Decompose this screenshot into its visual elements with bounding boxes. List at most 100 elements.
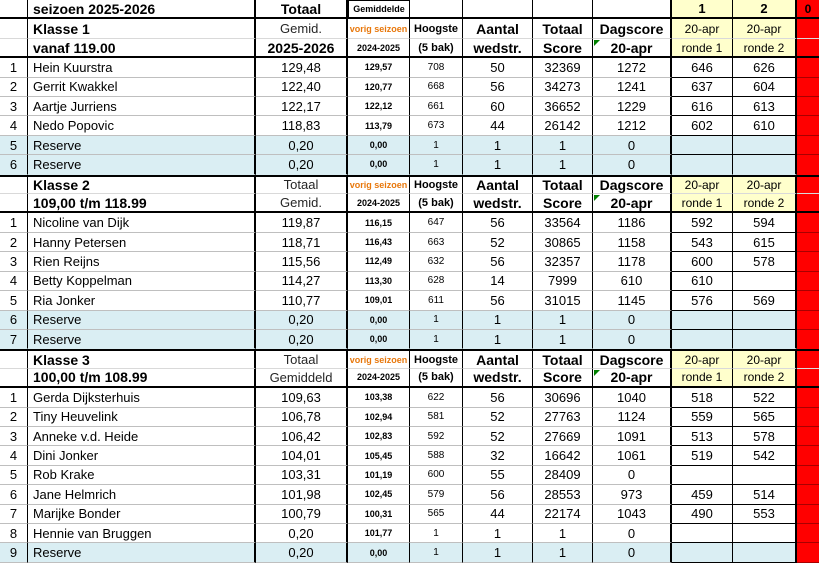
round1-score-cell[interactable]: 559 [672, 407, 733, 427]
player-name-cell[interactable]: Aartje Jurriens [28, 97, 256, 117]
empty-cell[interactable] [463, 0, 533, 20]
round2-score-cell[interactable]: 565 [733, 407, 797, 427]
total-score-cell[interactable]: 34273 [533, 77, 593, 98]
flag-cell[interactable] [797, 368, 819, 389]
round2-score-cell[interactable]: 604 [733, 77, 797, 98]
prev-season-avg-cell[interactable]: 116,15 [348, 213, 410, 233]
day-score-cell[interactable]: 0 [593, 155, 672, 175]
row-number-cell[interactable]: 5 [0, 465, 28, 486]
prev-season-avg-cell[interactable]: 102,83 [348, 426, 410, 447]
prev-season-avg-cell[interactable]: 109,01 [348, 291, 410, 311]
flag-cell[interactable] [797, 194, 819, 214]
prev-season-avg-cell[interactable]: 105,45 [348, 446, 410, 466]
round2-score-cell[interactable] [733, 155, 797, 175]
round1-score-cell[interactable]: 459 [672, 485, 733, 505]
total-score-cell[interactable]: 1 [533, 523, 593, 544]
round1-score-cell[interactable] [672, 543, 733, 563]
games-cell[interactable]: 32 [463, 446, 533, 466]
average-cell[interactable]: 122,17 [256, 97, 348, 117]
dagscore-date-cell[interactable]: 20-apr [593, 194, 672, 214]
total-score-cell[interactable]: 16642 [533, 446, 593, 466]
player-name-cell[interactable]: Gerrit Kwakkel [28, 77, 256, 98]
highest-cell[interactable]: 663 [410, 232, 463, 253]
round2-number-cell[interactable]: 2 [733, 0, 797, 20]
hoogste-header-cell[interactable]: Hoogste [410, 19, 463, 39]
round1-date-cell[interactable]: 20-apr [672, 174, 733, 195]
flag-cell[interactable] [797, 135, 819, 156]
row-number-cell[interactable]: 7 [0, 504, 28, 524]
average-cell[interactable]: 122,40 [256, 77, 348, 98]
round1-score-cell[interactable] [672, 155, 733, 175]
bak-header-cell[interactable]: (5 bak) [410, 368, 463, 389]
games-cell[interactable]: 1 [463, 329, 533, 350]
player-name-cell[interactable]: Rien Reijns [28, 252, 256, 272]
bak-header-cell[interactable]: (5 bak) [410, 38, 463, 59]
row-number-cell[interactable]: 2 [0, 407, 28, 427]
flag-cell[interactable] [797, 310, 819, 330]
round2-score-cell[interactable]: 514 [733, 485, 797, 505]
class-range-cell[interactable]: 109,00 t/m 118.99 [28, 194, 256, 214]
row-number-cell[interactable]: 1 [0, 213, 28, 233]
prev-season-avg-cell[interactable]: 102,45 [348, 485, 410, 505]
day-score-cell[interactable]: 0 [593, 543, 672, 563]
empty-cell[interactable] [410, 0, 463, 20]
total-score-cell[interactable]: 27669 [533, 426, 593, 447]
round1-score-cell[interactable] [672, 310, 733, 330]
day-score-cell[interactable]: 1178 [593, 252, 672, 272]
player-name-cell[interactable]: Hennie van Bruggen [28, 523, 256, 544]
prev-season-header-cell[interactable]: 2024-2025 [348, 194, 410, 214]
prev-season-header-cell[interactable]: 2024-2025 [348, 368, 410, 389]
avg-label-cell[interactable]: Gemid. [256, 19, 348, 39]
gemiddelde-title-cell[interactable]: Gemiddelde [348, 0, 410, 20]
player-name-cell[interactable]: Tiny Heuvelink [28, 407, 256, 427]
row-number-cell[interactable]: 6 [0, 485, 28, 505]
flag-cell[interactable] [797, 19, 819, 39]
flag-cell[interactable] [797, 329, 819, 350]
day-score-cell[interactable]: 1043 [593, 504, 672, 524]
round2-date-cell[interactable]: 20-apr [733, 174, 797, 195]
player-name-cell[interactable]: Gerda Dijksterhuis [28, 388, 256, 408]
aantal-header-cell[interactable]: Aantal [463, 19, 533, 39]
highest-cell[interactable]: 1 [410, 135, 463, 156]
empty-cell[interactable] [0, 38, 28, 59]
round2-score-cell[interactable] [733, 465, 797, 486]
day-score-cell[interactable]: 0 [593, 465, 672, 486]
player-name-cell[interactable]: Dini Jonker [28, 446, 256, 466]
ronde2-header-cell[interactable]: ronde 2 [733, 194, 797, 214]
round2-score-cell[interactable] [733, 271, 797, 292]
round1-score-cell[interactable]: 646 [672, 58, 733, 78]
highest-cell[interactable]: 628 [410, 271, 463, 292]
day-score-cell[interactable]: 1241 [593, 77, 672, 98]
flag-cell[interactable] [797, 426, 819, 447]
flag-cell[interactable] [797, 388, 819, 408]
round2-score-cell[interactable]: 613 [733, 97, 797, 117]
round2-score-cell[interactable]: 626 [733, 58, 797, 78]
games-cell[interactable]: 56 [463, 213, 533, 233]
games-cell[interactable]: 50 [463, 58, 533, 78]
empty-cell[interactable] [593, 0, 672, 20]
average-cell[interactable]: 101,98 [256, 485, 348, 505]
round1-score-cell[interactable]: 637 [672, 77, 733, 98]
day-score-cell[interactable]: 1040 [593, 388, 672, 408]
total-score-cell[interactable]: 36652 [533, 97, 593, 117]
flag-cell[interactable] [797, 291, 819, 311]
class-range-cell[interactable]: vanaf 119.00 [28, 38, 256, 59]
player-name-cell[interactable]: Marijke Bonder [28, 504, 256, 524]
flag-cell[interactable] [797, 504, 819, 524]
round1-number-cell[interactable]: 1 [672, 0, 733, 20]
prev-season-avg-cell[interactable]: 0,00 [348, 329, 410, 350]
games-cell[interactable]: 14 [463, 271, 533, 292]
flag-cell[interactable] [797, 232, 819, 253]
score-header-cell[interactable]: Score [533, 194, 593, 214]
round1-score-cell[interactable] [672, 135, 733, 156]
corner-cell[interactable] [0, 0, 28, 20]
highest-cell[interactable]: 647 [410, 213, 463, 233]
games-cell[interactable]: 56 [463, 388, 533, 408]
games-cell[interactable]: 44 [463, 116, 533, 136]
round2-score-cell[interactable]: 578 [733, 252, 797, 272]
flag-cell[interactable] [797, 97, 819, 117]
empty-cell[interactable] [0, 194, 28, 214]
day-score-cell[interactable]: 973 [593, 485, 672, 505]
bak-header-cell[interactable]: (5 bak) [410, 194, 463, 214]
games-cell[interactable]: 1 [463, 155, 533, 175]
